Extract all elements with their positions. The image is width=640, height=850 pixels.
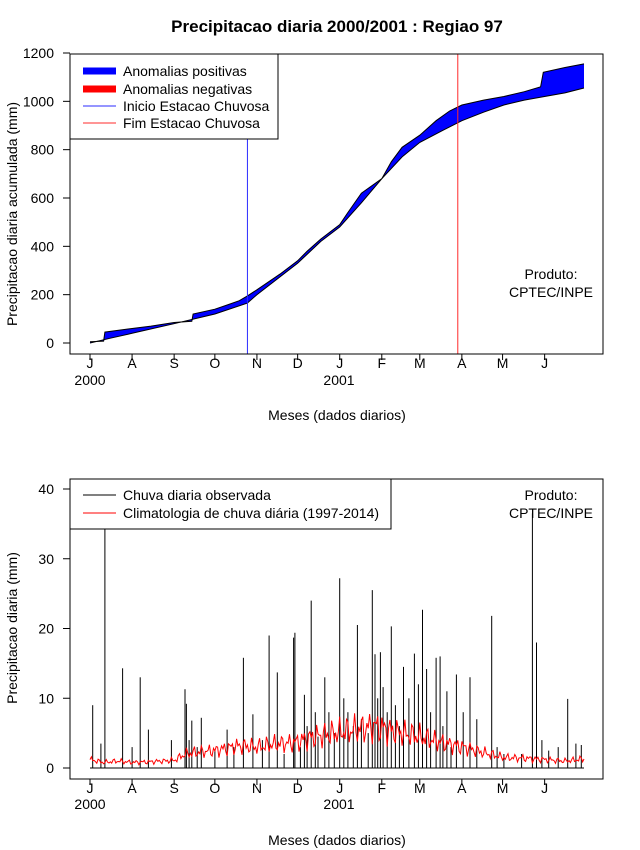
positive-anomaly-area <box>90 63 584 344</box>
bottom-x-tick-label-11: J <box>541 780 548 796</box>
top-y-tick-label-1: 200 <box>31 287 55 303</box>
bottom-year-label-2000: 2000 <box>74 796 105 812</box>
legend-label-negative: Anomalias negativas <box>123 81 252 97</box>
bottom-y-tick-label-0: 0 <box>46 760 54 776</box>
legend-label-climatology: Climatologia de chuva diária (1997-2014) <box>123 505 379 521</box>
top-y-tick-label-3: 600 <box>31 190 55 206</box>
top-y-tick-label-0: 0 <box>46 335 54 351</box>
top-year-label-2000: 2000 <box>74 372 105 388</box>
top-product-note-line2: CPTEC/INPE <box>509 284 593 300</box>
bottom-x-axis-title: Meses (dados diarios) <box>268 832 406 848</box>
top-x-axis-title: Meses (dados diarios) <box>268 407 406 423</box>
top-x-tick-label-7: F <box>378 355 387 371</box>
bottom-y-axis-title: Precipitacao diaria (mm) <box>4 552 20 704</box>
bottom-product-note-line1: Produto: <box>525 487 578 503</box>
top-plot-frame <box>69 53 604 355</box>
daily-precipitation-chart: 0 10 20 30 40 J A S O N D J F M A M J 2000 2001 Meses (… <box>4 478 604 848</box>
legend-label-observed: Chuva diaria observada <box>123 487 271 503</box>
bottom-x-tick-label-5: D <box>293 780 303 796</box>
top-y-tick-label-5: 1000 <box>23 93 54 109</box>
top-x-tick-label-8: M <box>414 355 426 371</box>
legend-label-start: Inicio Estacao Chuvosa <box>123 98 270 114</box>
top-x-tick-label-4: N <box>252 355 262 371</box>
top-legend: Anomalias positivas Anomalias negativas … <box>69 53 279 140</box>
legend-label-end: Fim Estacao Chuvosa <box>123 115 260 131</box>
top-x-tick-label-1: A <box>127 355 137 371</box>
climatology-cumulative-line <box>89 87 585 344</box>
bottom-y-tick-label-4: 40 <box>38 481 54 497</box>
bottom-x-tick-label-4: N <box>252 780 262 796</box>
top-x-tick-label-5: D <box>293 355 303 371</box>
bottom-y-tick-label-1: 10 <box>38 690 54 706</box>
chart-title: Precipitacao diaria 2000/2001 : Regiao 9… <box>171 17 503 36</box>
bottom-y-tick-label-2: 20 <box>38 621 54 637</box>
bottom-y-tick-label-3: 30 <box>38 551 54 567</box>
top-x-tick-label-0: J <box>87 355 94 371</box>
bottom-x-tick-label-6: J <box>336 780 343 796</box>
bottom-x-tick-label-10: M <box>497 780 509 796</box>
top-y-axis-title: Precipitacao diaria acumulada (mm) <box>4 102 20 326</box>
top-year-label-2001: 2001 <box>323 372 354 388</box>
bottom-x-tick-label-8: M <box>414 780 426 796</box>
top-x-tick-label-11: J <box>541 355 548 371</box>
bottom-legend-box <box>69 478 392 530</box>
bottom-x-tick-label-7: F <box>378 780 387 796</box>
bottom-x-tick-label-3: O <box>209 780 220 796</box>
top-x-tick-label-3: O <box>209 355 220 371</box>
bottom-y-axis: 0 10 20 30 40 <box>38 481 70 776</box>
top-y-tick-label-2: 400 <box>31 238 55 254</box>
bottom-x-tick-label-2: S <box>169 780 178 796</box>
top-product-note-line1: Produto: <box>525 266 578 282</box>
top-x-tick-label-6: J <box>336 355 343 371</box>
top-y-tick-label-4: 800 <box>31 142 55 158</box>
bottom-x-tick-label-9: A <box>457 780 467 796</box>
bottom-x-tick-label-0: J <box>87 780 94 796</box>
bottom-year-label-2001: 2001 <box>323 796 354 812</box>
top-y-axis: 0 200 400 600 800 1000 1200 <box>23 45 70 351</box>
top-x-tick-label-9: A <box>457 355 467 371</box>
top-x-tick-label-10: M <box>497 355 509 371</box>
bottom-x-tick-label-1: A <box>127 780 137 796</box>
cumulative-series-layer <box>89 63 585 344</box>
legend-label-positive: Anomalias positivas <box>123 63 247 79</box>
top-y-tick-label-6: 1200 <box>23 45 54 61</box>
bottom-legend: Chuva diaria observada Climatologia de c… <box>69 478 392 530</box>
climatology-daily-line <box>89 713 585 766</box>
bottom-product-note-line2: CPTEC/INPE <box>509 505 593 521</box>
top-x-tick-label-2: S <box>169 355 178 371</box>
daily-series-layer <box>89 502 585 769</box>
